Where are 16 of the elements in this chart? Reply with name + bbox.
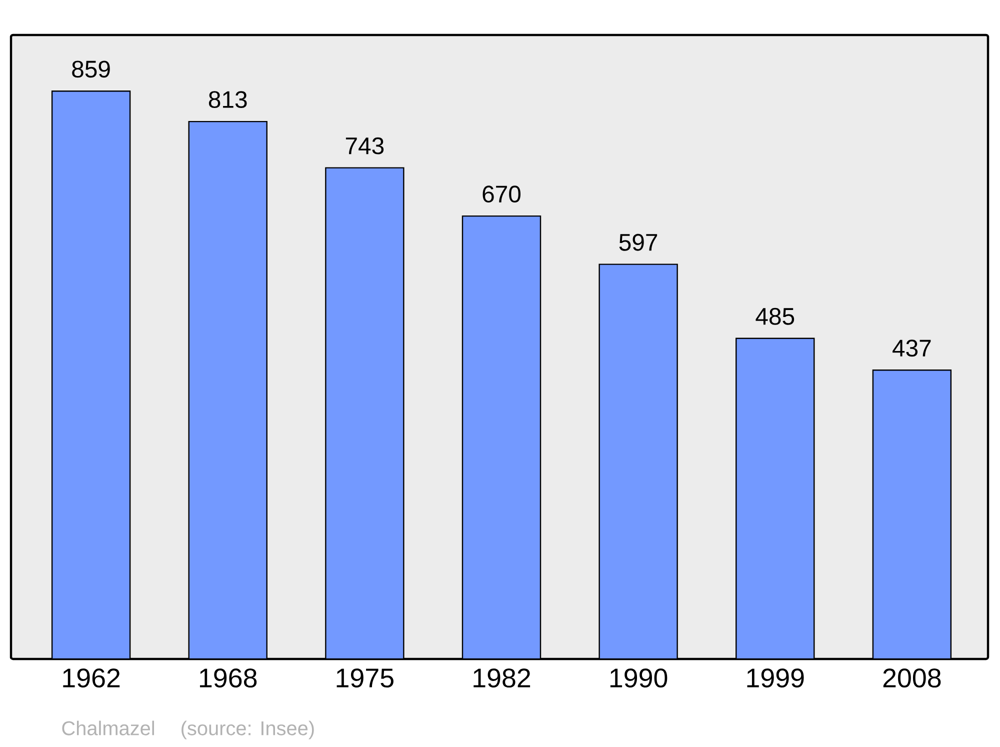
x-tick-label: 1962 bbox=[63, 668, 120, 688]
data-label: 813 bbox=[208, 91, 247, 108]
data-label: 437 bbox=[892, 340, 931, 357]
data-label: 670 bbox=[482, 186, 520, 203]
x-tick-label: 1982 bbox=[474, 668, 530, 688]
text: Chalmazel bbox=[62, 720, 154, 736]
x-tick-label: 1990 bbox=[610, 668, 668, 688]
x-tick-label: 1968 bbox=[200, 668, 257, 688]
x-tick-label: 2008 bbox=[883, 668, 941, 688]
x-tick-label: 1975 bbox=[336, 668, 394, 688]
data-label: 485 bbox=[756, 308, 794, 325]
data-label: 859 bbox=[72, 60, 110, 78]
x-tick-label: 1999 bbox=[747, 668, 804, 688]
text: (source: Insee) bbox=[182, 720, 314, 740]
data-label: 743 bbox=[346, 137, 384, 154]
data-label: 597 bbox=[619, 234, 658, 251]
